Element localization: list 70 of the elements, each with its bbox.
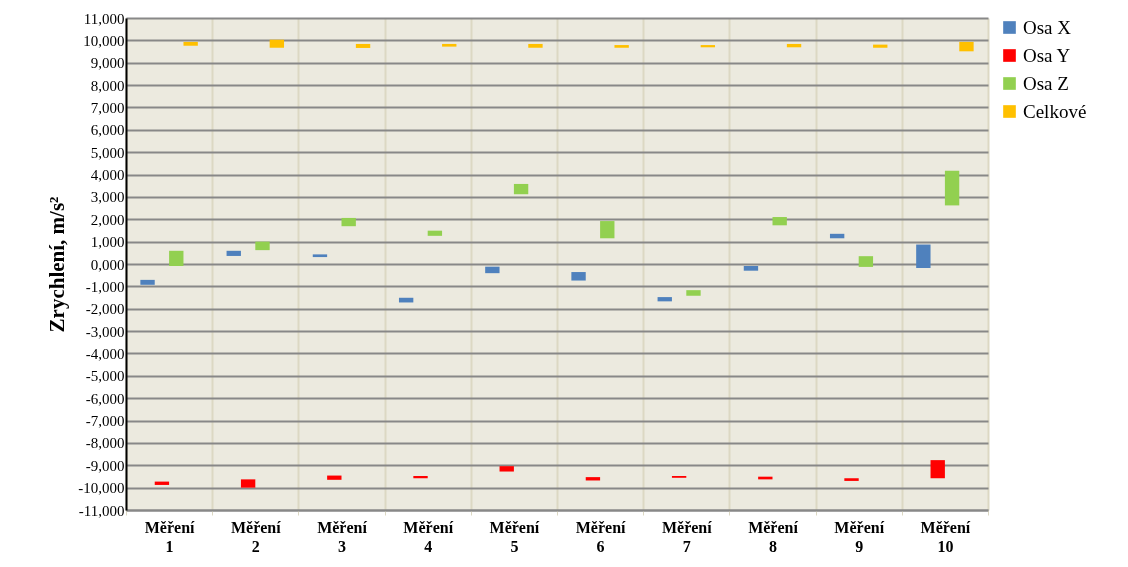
x-tick-label: Měření 2 bbox=[230, 518, 282, 555]
y-tick-label: 4,000 bbox=[90, 167, 125, 184]
bar bbox=[355, 43, 371, 48]
bar bbox=[743, 266, 759, 271]
x-tick-label: Měření 6 bbox=[575, 518, 627, 555]
x-tick-label: Měření 5 bbox=[489, 518, 540, 555]
bar bbox=[858, 256, 874, 267]
y-tick-label: 0,000 bbox=[90, 256, 125, 273]
y-tick-label: -6,000 bbox=[85, 390, 125, 407]
bar bbox=[312, 254, 328, 258]
y-tick-label: -4,000 bbox=[85, 345, 125, 362]
bar bbox=[226, 250, 241, 256]
y-tick-label: 1,000 bbox=[90, 234, 125, 251]
bar bbox=[657, 297, 672, 302]
bar bbox=[485, 266, 500, 274]
y-tick-label: 3,000 bbox=[90, 189, 125, 206]
legend-label: Celkové bbox=[1023, 100, 1087, 122]
bar bbox=[528, 43, 543, 48]
bar bbox=[513, 183, 529, 195]
y-tick-label: -11,000 bbox=[78, 502, 125, 519]
bar bbox=[772, 217, 787, 226]
legend-label: Osa X bbox=[1023, 16, 1072, 38]
y-tick-label: 10,000 bbox=[83, 32, 125, 49]
bar bbox=[427, 230, 443, 236]
x-tick-label: Měření 10 bbox=[920, 518, 971, 555]
bar bbox=[873, 44, 888, 48]
bar bbox=[614, 45, 629, 48]
x-tick-label: Měření 4 bbox=[403, 518, 454, 555]
y-tick-label: -5,000 bbox=[85, 368, 125, 385]
y-tick-label: -7,000 bbox=[85, 413, 125, 430]
bar bbox=[600, 221, 615, 239]
legend-label: Osa Y bbox=[1023, 44, 1071, 66]
bar bbox=[169, 250, 184, 267]
bar bbox=[183, 41, 198, 46]
y-tick-label: -3,000 bbox=[85, 323, 125, 340]
bar bbox=[240, 479, 256, 488]
y-tick-label: 8,000 bbox=[90, 77, 125, 94]
bar bbox=[442, 43, 457, 47]
bar bbox=[327, 475, 342, 480]
y-tick-label: -10,000 bbox=[78, 480, 125, 497]
bar bbox=[686, 290, 701, 296]
y-tick-label: -9,000 bbox=[85, 457, 125, 474]
bar bbox=[916, 244, 931, 269]
bar bbox=[269, 39, 285, 48]
y-tick-label: 6,000 bbox=[90, 122, 125, 139]
y-tick-label: 5,000 bbox=[90, 144, 125, 161]
y-tick-label: 7,000 bbox=[90, 99, 125, 116]
legend-label: Osa Z bbox=[1023, 72, 1069, 94]
x-tick-label: Měření 9 bbox=[834, 518, 885, 555]
x-tick-label: Měření 3 bbox=[317, 518, 368, 555]
y-tick-label: -1,000 bbox=[85, 278, 125, 295]
y-axis-title: Zrychlení, m/s² bbox=[45, 196, 70, 333]
y-tick-label: -2,000 bbox=[85, 301, 125, 318]
bar bbox=[140, 279, 155, 285]
bar bbox=[959, 41, 974, 52]
bar bbox=[930, 460, 945, 479]
bar bbox=[571, 272, 586, 281]
bar bbox=[341, 217, 356, 227]
x-tick-label: Měření 1 bbox=[144, 518, 196, 555]
x-tick-label: Měření 8 bbox=[748, 518, 799, 555]
y-tick-label: 2,000 bbox=[90, 211, 125, 228]
y-tick-label: 9,000 bbox=[90, 55, 125, 72]
y-tick-label: -8,000 bbox=[85, 435, 125, 452]
y-tick-label: 11,000 bbox=[83, 10, 125, 27]
bar bbox=[499, 466, 514, 472]
bar bbox=[413, 476, 428, 479]
bar bbox=[255, 241, 270, 251]
bar bbox=[844, 478, 859, 481]
bar bbox=[944, 170, 960, 206]
x-tick-label: Měření 7 bbox=[661, 518, 713, 555]
